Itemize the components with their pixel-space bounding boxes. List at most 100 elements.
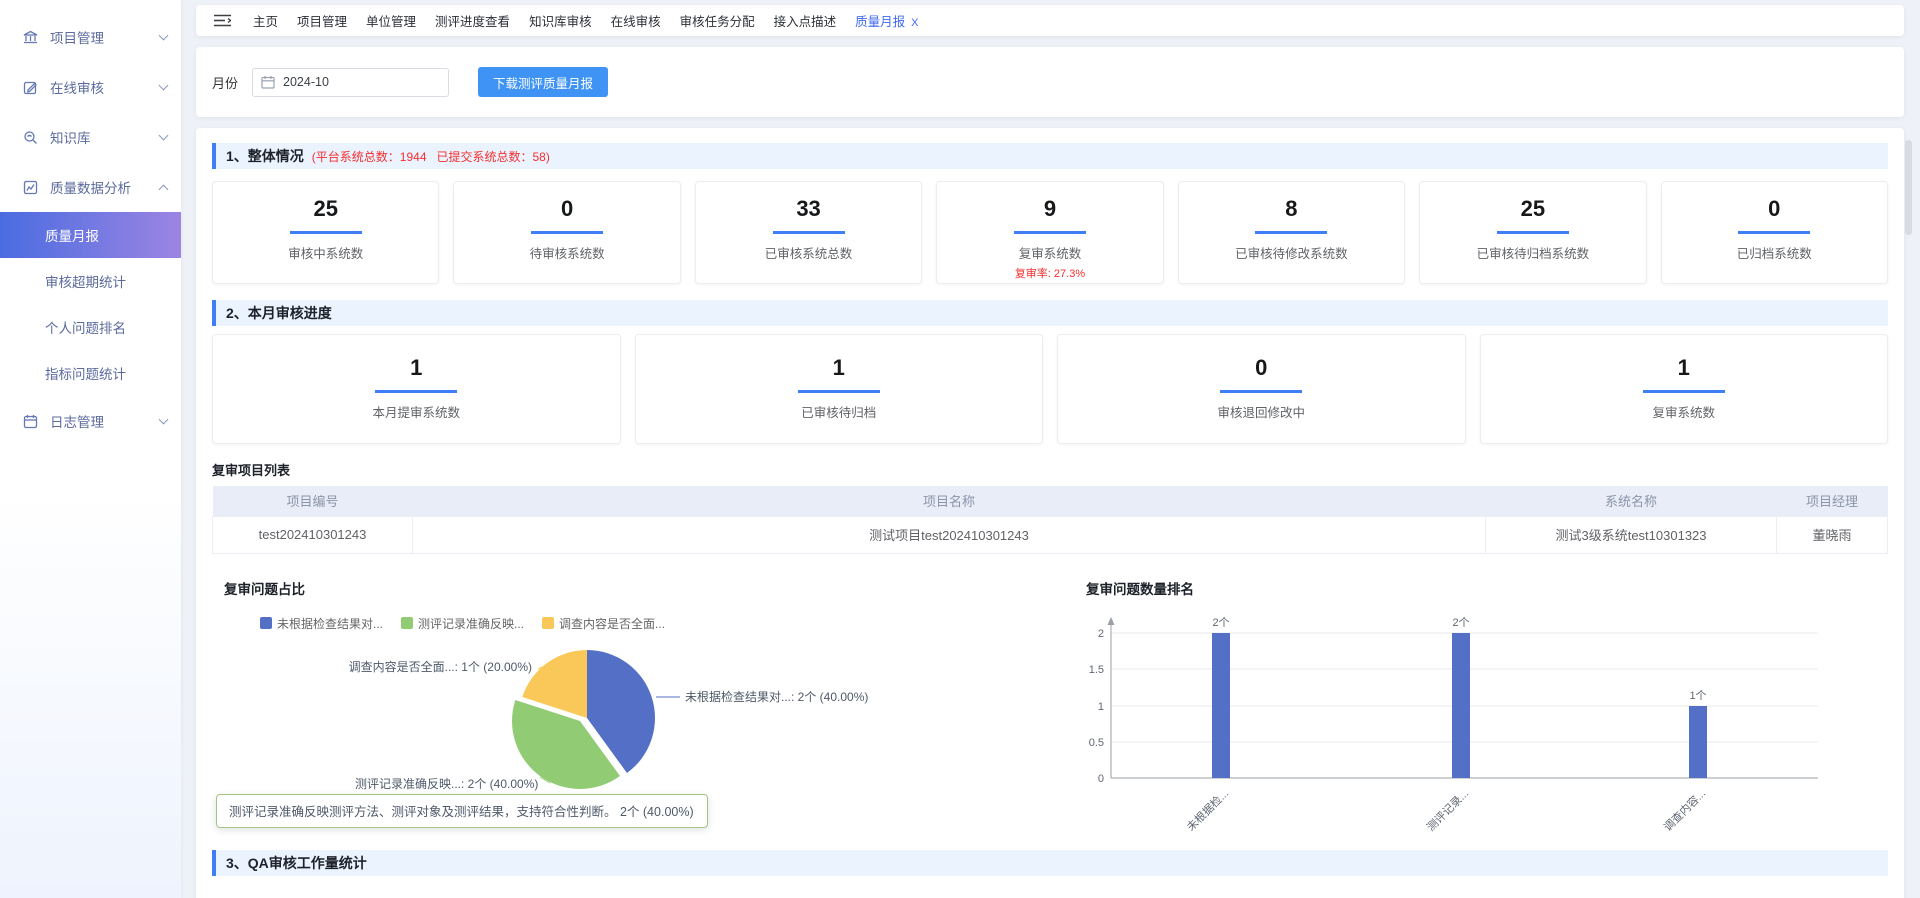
sidebar-item-log-management[interactable]: 日志管理 — [0, 396, 181, 446]
stat-value: 8 — [1179, 196, 1404, 222]
stat-label: 复审系统数 — [1481, 402, 1888, 421]
sidebar-subitem-audit-overdue-stats[interactable]: 审核超期统计 — [0, 258, 181, 304]
chevron-down-icon — [159, 131, 169, 141]
pie-label-yellow: 调查内容是否全面...: 1个 (20.00%) — [349, 659, 532, 674]
tab-access-point-description[interactable]: 接入点描述 — [774, 11, 837, 30]
month-label: 月份 — [212, 73, 238, 92]
charts-row: 复审问题占比 未根据检查结果对... 测评记录准确反映... 调查内容是否全面.… — [212, 572, 1888, 842]
bar-value-label: 1个 — [1689, 689, 1706, 702]
section-3-header: 3、QA审核工作量统计 — [212, 850, 1888, 876]
stat-underline — [531, 231, 603, 234]
col-project-name: 项目名称 — [413, 486, 1486, 516]
sidebar: 项目管理 在线审核 知识库 质量数据分析 质量月报 审核超期统计 个人问题排名 … — [0, 0, 181, 898]
section-1-title: 1、整体情况 — [226, 146, 304, 166]
bar-2[interactable] — [1452, 633, 1470, 778]
tab-online-audit[interactable]: 在线审核 — [611, 11, 661, 30]
sidebar-item-label: 项目管理 — [50, 27, 160, 47]
col-project-id: 项目编号 — [213, 486, 413, 516]
sidebar-subitem-indicator-issue-stats[interactable]: 指标问题统计 — [0, 350, 181, 396]
stat-underline — [375, 390, 457, 393]
y-tick: 2 — [1098, 628, 1104, 640]
bar-svg[interactable]: 0 0.5 1 1.5 2 2个 2个 1个 未根据检... 测评记录... — [1064, 572, 1888, 842]
section-accent-bar — [212, 850, 216, 876]
calendar-icon — [261, 75, 275, 89]
month-input[interactable] — [252, 68, 449, 97]
stat-label: 已归档系统数 — [1662, 243, 1887, 262]
report-panel: 1、整体情况 (平台系统总数：1944 已提交系统总数：58) 25 审核中系统… — [196, 128, 1904, 898]
review-project-table: 项目编号 项目名称 系统名称 项目经理 test202410301243 测试项… — [212, 486, 1888, 554]
x-category-label: 测评记录... — [1424, 786, 1471, 833]
chevron-up-icon — [159, 184, 169, 194]
tab-audit-task-assignment[interactable]: 审核任务分配 — [680, 11, 755, 30]
stat-underline — [798, 390, 880, 393]
sidebar-item-online-audit[interactable]: 在线审核 — [0, 62, 181, 112]
cell-project-id: test202410301243 — [213, 516, 413, 553]
tab-knowledge-audit[interactable]: 知识库审核 — [529, 11, 592, 30]
stat-underline — [1497, 231, 1569, 234]
tab-home[interactable]: 主页 — [253, 11, 278, 30]
table-row[interactable]: test202410301243 测试项目test202410301243 测试… — [213, 516, 1888, 553]
top-tab-bar: 主页 项目管理 单位管理 测评进度查看 知识库审核 在线审核 审核任务分配 接入… — [196, 5, 1904, 36]
vertical-scrollbar[interactable] — [1905, 140, 1912, 235]
sidebar-subitem-personal-issue-ranking[interactable]: 个人问题排名 — [0, 304, 181, 350]
sidebar-item-label: 质量数据分析 — [50, 177, 160, 197]
chevron-down-icon — [159, 31, 169, 41]
stat-card-audited-to-modify: 8 已审核待修改系统数 — [1178, 181, 1405, 284]
sidebar-item-project-management[interactable]: 项目管理 — [0, 12, 181, 62]
stat-label: 已审核待修改系统数 — [1179, 243, 1404, 262]
cell-project-manager: 董晓雨 — [1777, 516, 1888, 553]
monthly-progress-cards: 1 本月提审系统数 1 已审核待归档 0 审核退回修改中 1 复审系统数 — [212, 334, 1888, 444]
y-tick: 0 — [1098, 773, 1104, 785]
edit-icon — [22, 79, 39, 96]
stat-label: 待审核系统数 — [454, 243, 679, 262]
log-calendar-icon — [22, 413, 39, 430]
tab-evaluation-progress[interactable]: 测评进度查看 — [435, 11, 510, 30]
data-analysis-icon — [22, 179, 39, 196]
table-header-row: 项目编号 项目名称 系统名称 项目经理 — [213, 486, 1888, 516]
y-axis-arrow-icon — [1108, 617, 1115, 625]
stat-underline — [1014, 231, 1086, 234]
sidebar-subitem-label: 质量月报 — [45, 225, 99, 245]
bar-1[interactable] — [1212, 633, 1230, 778]
sidebar-item-knowledge-base[interactable]: 知识库 — [0, 112, 181, 162]
section-accent-bar — [212, 143, 216, 169]
stat-value: 25 — [1420, 196, 1645, 222]
cell-system-name: 测试3级系统test10301323 — [1486, 516, 1777, 553]
sidebar-subitem-label: 指标问题统计 — [45, 363, 126, 383]
re-review-rate: 复审率: 27.3% — [937, 265, 1162, 281]
stat-label: 审核中系统数 — [213, 243, 438, 262]
section-1-info: (平台系统总数：1944 已提交系统总数：58) — [312, 148, 550, 165]
stat-label: 复审系统数 — [937, 243, 1162, 262]
stat-value: 0 — [1662, 196, 1887, 222]
chevron-down-icon — [159, 415, 169, 425]
tab-close-icon[interactable]: X — [911, 17, 918, 29]
bar-chart-review-issue-ranking: 复审问题数量排名 0 0.5 1 1.5 2 — [1064, 572, 1888, 842]
stat-value: 1 — [213, 355, 620, 381]
stat-value: 0 — [454, 196, 679, 222]
x-category-label: 调查内容... — [1661, 786, 1708, 833]
stat-value: 1 — [1481, 355, 1888, 381]
tab-quality-monthly-report-active[interactable]: 质量月报X — [855, 11, 918, 30]
stat-underline — [1738, 231, 1810, 234]
bar-3[interactable] — [1689, 706, 1707, 778]
stat-card-auditing: 25 审核中系统数 — [212, 181, 439, 284]
stat-card-submitted-this-month: 1 本月提审系统数 — [212, 334, 621, 444]
section-2-header: 2、本月审核进度 — [212, 300, 1888, 326]
tab-unit-management[interactable]: 单位管理 — [366, 11, 416, 30]
bar-value-label: 2个 — [1452, 616, 1469, 629]
section-2-title: 2、本月审核进度 — [226, 303, 332, 323]
sidebar-item-label: 知识库 — [50, 127, 160, 147]
collapse-menu-icon[interactable] — [214, 14, 231, 27]
sidebar-item-quality-data-analysis[interactable]: 质量数据分析 — [0, 162, 181, 212]
overview-stat-cards: 25 审核中系统数 0 待审核系统数 33 已审核系统总数 9 复审系统数 复审… — [212, 181, 1888, 284]
tab-project-management[interactable]: 项目管理 — [297, 11, 347, 30]
stat-underline — [773, 231, 845, 234]
stat-underline — [1643, 390, 1725, 393]
sidebar-subitem-quality-monthly-report[interactable]: 质量月报 — [0, 212, 181, 258]
section-3-title: 3、QA审核工作量统计 — [226, 853, 367, 873]
stat-underline — [290, 231, 362, 234]
stat-card-re-review-count: 1 复审系统数 — [1480, 334, 1889, 444]
knowledge-search-icon — [22, 129, 39, 146]
download-report-button[interactable]: 下载测评质量月报 — [478, 67, 608, 97]
pie-label-blue: 未根据检查结果对...: 2个 (40.00%) — [685, 689, 868, 704]
